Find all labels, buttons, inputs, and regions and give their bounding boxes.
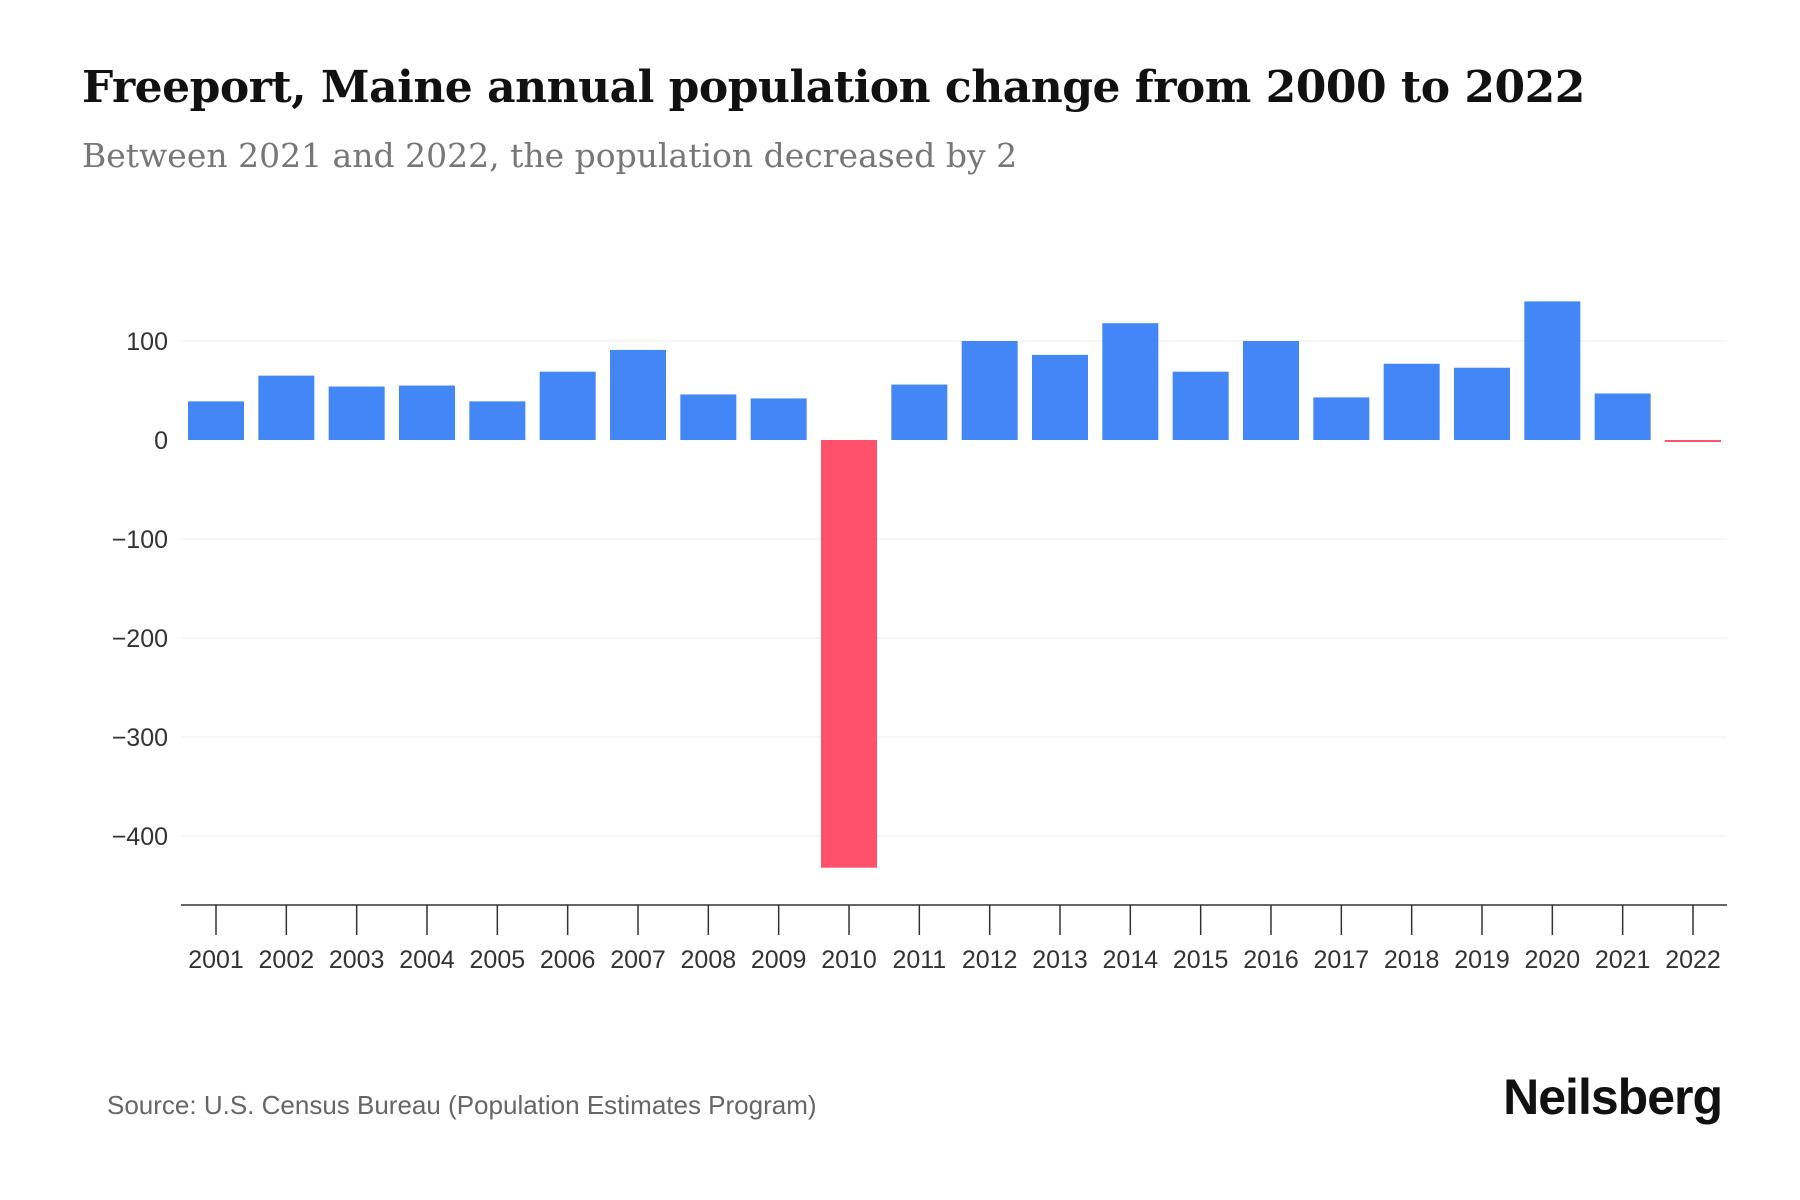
x-tick-label: 2015 <box>1173 946 1229 974</box>
bar-2012 <box>961 341 1018 440</box>
bar-2022 <box>1665 440 1721 442</box>
x-tick-label: 2017 <box>1314 946 1370 974</box>
bar-2005 <box>469 401 526 440</box>
bar-2014 <box>1102 323 1159 440</box>
y-tick-label: −100 <box>112 526 168 554</box>
x-tick-label: 2008 <box>681 946 737 974</box>
x-tick-label: 2018 <box>1384 946 1440 974</box>
bar-2003 <box>328 386 385 440</box>
bar-2006 <box>539 371 596 440</box>
bar-2013 <box>1032 354 1088 440</box>
x-tick-label: 2005 <box>470 946 526 974</box>
x-tick-label: 2011 <box>892 946 946 974</box>
bar-2011 <box>891 384 948 440</box>
y-tick-label: −200 <box>112 625 168 653</box>
y-tick-label: −400 <box>112 823 168 851</box>
x-tick-label: 2021 <box>1595 946 1651 974</box>
bar-2008 <box>680 394 737 440</box>
neilsberg-logo: Neilsberg <box>1503 1069 1723 1125</box>
bar-2002 <box>258 375 315 440</box>
x-tick-label: 2022 <box>1665 946 1721 974</box>
chart-title: Freeport, Maine annual population change… <box>82 62 1585 113</box>
x-tick-label: 2003 <box>329 946 385 974</box>
x-tick-label: 2016 <box>1243 946 1299 974</box>
x-tick-label: 2009 <box>751 946 807 974</box>
bar-2001 <box>188 401 244 440</box>
x-tick-label: 2019 <box>1454 946 1510 974</box>
x-tick-label: 2014 <box>1103 946 1159 974</box>
bar-2004 <box>399 385 455 440</box>
bar-2009 <box>750 398 807 440</box>
bar-chart: 100 0 −100 −200 −300 −400 2001 2002 2003 2004 2005… <box>112 301 1727 974</box>
bar-2019 <box>1454 367 1510 440</box>
bar-2016 <box>1243 341 1299 440</box>
chart-subtitle: Between 2021 and 2022, the population de… <box>82 136 1018 175</box>
bar-2018 <box>1383 363 1440 440</box>
x-tick-label: 2013 <box>1032 946 1088 974</box>
bar-2015 <box>1172 371 1229 440</box>
x-tick-label: 2001 <box>188 946 244 974</box>
x-tick-label: 2012 <box>962 946 1018 974</box>
x-tick-label: 2002 <box>259 946 315 974</box>
x-tick-label: 2006 <box>540 946 596 974</box>
bar-2021 <box>1594 393 1651 440</box>
bar-2007 <box>610 349 666 440</box>
x-tick-label: 2007 <box>610 946 666 974</box>
y-tick-label: 0 <box>154 427 168 455</box>
bar-2020 <box>1524 301 1581 440</box>
y-tick-label: 100 <box>126 328 168 356</box>
y-tick-label: −300 <box>112 724 168 752</box>
bar-2017 <box>1313 397 1370 440</box>
source-note: Source: U.S. Census Bureau (Population E… <box>107 1090 817 1120</box>
bar-2010 <box>821 440 877 868</box>
x-tick-label: 2020 <box>1525 946 1581 974</box>
x-tick-label: 2004 <box>399 946 455 974</box>
x-tick-label: 2010 <box>821 946 877 974</box>
